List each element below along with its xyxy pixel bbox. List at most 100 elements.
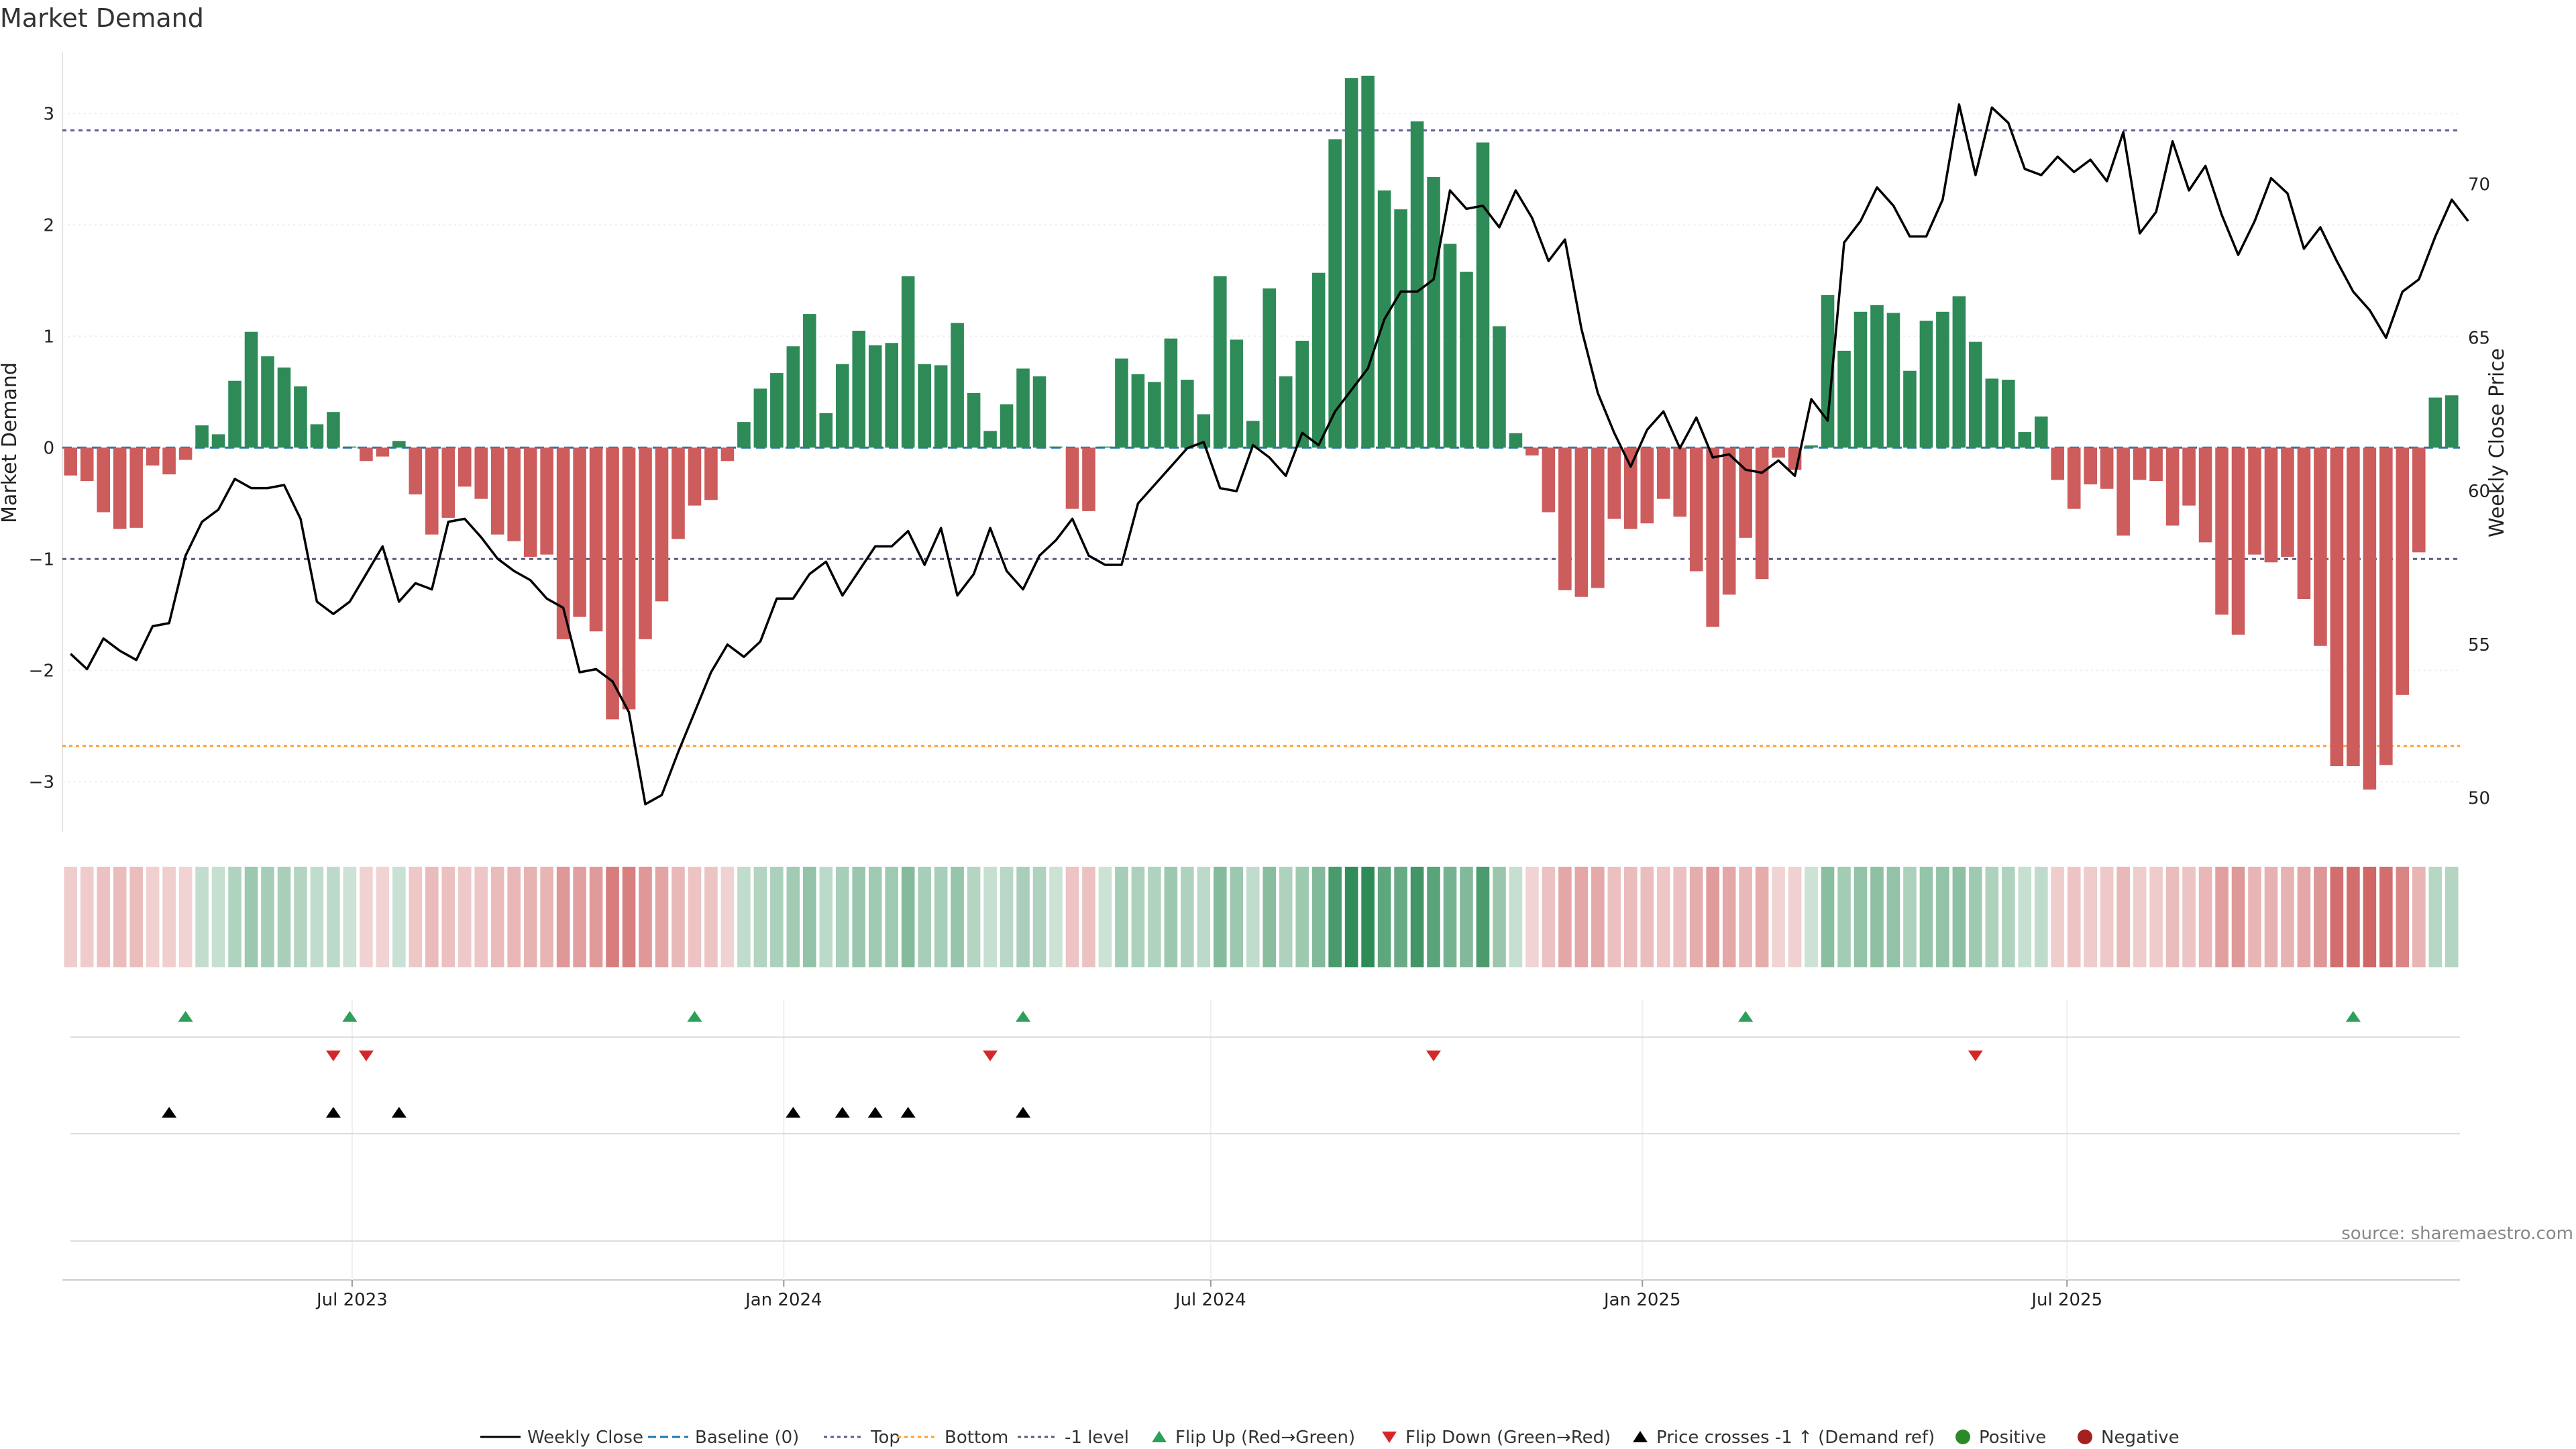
demand-bar-negative xyxy=(622,447,636,710)
strip-cell xyxy=(97,867,110,967)
strip-cell xyxy=(2281,867,2294,967)
demand-bar-negative xyxy=(458,447,472,487)
strip-cell xyxy=(951,867,964,967)
y2-tick-label: 60 xyxy=(2468,482,2490,502)
demand-bar-negative xyxy=(2379,447,2393,765)
weekly-close-path xyxy=(70,103,2469,806)
strip-cell xyxy=(211,867,225,967)
demand-bar-negative xyxy=(589,447,603,632)
strip-cell xyxy=(507,867,521,967)
strip-cell xyxy=(1098,867,1112,967)
y-tick-label: −3 xyxy=(29,772,54,792)
strip-cell xyxy=(1985,867,1999,967)
demand-bar-positive xyxy=(1344,78,1358,448)
demand-bar-negative xyxy=(540,447,553,555)
strip-cell xyxy=(1197,867,1211,967)
demand-bar-negative xyxy=(2412,447,2426,553)
strip-cell xyxy=(1148,867,1161,967)
demand-bar-positive xyxy=(1410,121,1424,448)
demand-bar-negative xyxy=(113,447,127,529)
strip-cell xyxy=(934,867,948,967)
x-axis-ticks: Jul 2023 Jan 2024 Jul 2024 Jan 2025 Jul 2025 xyxy=(315,1280,2102,1310)
demand-bar-negative xyxy=(1082,447,1095,511)
strip-cell xyxy=(2412,867,2426,967)
strip-cell xyxy=(2396,867,2410,967)
price-cross-marker xyxy=(900,1107,916,1118)
demand-bar-negative xyxy=(2182,447,2196,506)
strip-cell xyxy=(720,867,735,967)
demand-bar-positive xyxy=(277,367,291,448)
legend-label: -1 level xyxy=(1065,1428,1129,1448)
demand-bar-negative xyxy=(655,447,669,602)
price-cross-marker xyxy=(786,1107,801,1118)
demand-bar-negative xyxy=(1706,447,1719,627)
y-tick-label: −1 xyxy=(29,549,54,570)
demand-bar-positive xyxy=(835,364,849,448)
y-tick-label: 1 xyxy=(43,327,54,347)
strip-cell xyxy=(178,867,193,967)
demand-bar-negative xyxy=(129,447,143,528)
demand-bar-positive xyxy=(901,276,915,448)
price-cross-marker xyxy=(867,1107,883,1118)
strip-cell xyxy=(228,867,241,967)
demand-bar-positive xyxy=(261,356,274,448)
strip-cell xyxy=(1181,867,1194,967)
strip-cell xyxy=(1328,867,1342,967)
strip-cell xyxy=(64,867,78,967)
demand-bar-negative xyxy=(523,447,537,557)
strip-cell xyxy=(1706,867,1719,967)
demand-bar-negative xyxy=(1574,447,1589,597)
demand-bar-positive xyxy=(1230,339,1244,448)
demand-bar-positive xyxy=(786,346,800,448)
strip-cell xyxy=(803,867,816,967)
strip-cell xyxy=(1115,867,1128,967)
strip-cell xyxy=(80,867,94,967)
demand-bar-negative xyxy=(2149,447,2163,482)
strip-cell xyxy=(1656,867,1670,967)
demand-bar-positive xyxy=(951,323,964,448)
strip-cell xyxy=(2445,867,2459,967)
demand-bar-positive xyxy=(934,365,948,448)
flip-down-marker xyxy=(325,1051,341,1061)
strip-cell xyxy=(2428,867,2443,967)
strip-cell xyxy=(1344,867,1358,967)
strip-cell xyxy=(819,867,833,967)
demand-bar-negative xyxy=(1065,447,1079,509)
strip-cell xyxy=(737,867,751,967)
demand-bar-negative xyxy=(606,447,619,720)
demand-bar-negative xyxy=(1542,447,1556,513)
strip-cell xyxy=(967,867,981,967)
legend-label: Flip Down (Green→Red) xyxy=(1405,1428,1611,1448)
strip-cell xyxy=(2231,867,2245,967)
demand-bar-positive xyxy=(1870,305,1884,448)
demand-bar-positive xyxy=(1279,376,1293,448)
demand-bar-positive xyxy=(1493,326,1506,448)
demand-bar-negative xyxy=(556,447,570,639)
demand-bar-negative xyxy=(376,447,390,457)
demand-bar-negative xyxy=(1755,447,1769,580)
demand-bar-negative xyxy=(2231,447,2245,635)
strip-cell xyxy=(310,867,324,967)
y-axis-ticks: −3 −2 −1 0 1 2 3 xyxy=(29,104,54,792)
legend-label: Weekly Close xyxy=(527,1428,643,1448)
flip-down-marker xyxy=(1968,1051,1983,1061)
demand-bar-negative xyxy=(474,447,488,499)
strip-cell xyxy=(425,867,439,967)
flip-down-marker xyxy=(983,1051,998,1061)
demand-bar-positive xyxy=(803,314,816,448)
strip-cell xyxy=(1886,867,1900,967)
demand-bar-positive xyxy=(983,431,997,448)
strip-cell xyxy=(2018,867,2032,967)
strip-cell xyxy=(1689,867,1703,967)
flip-up-marker xyxy=(342,1011,358,1022)
gridlines xyxy=(62,52,2460,1281)
strip-cell xyxy=(2133,867,2147,967)
demand-bar-positive xyxy=(1509,433,1523,448)
reference-lines xyxy=(62,129,2460,747)
demand-bar-positive xyxy=(1394,209,1407,448)
strip-cell xyxy=(2034,867,2048,967)
demand-bar-negative xyxy=(1673,447,1687,517)
demand-bar-positive xyxy=(294,386,307,448)
strip-cell xyxy=(1542,867,1556,967)
demand-bar-negative xyxy=(720,447,735,462)
